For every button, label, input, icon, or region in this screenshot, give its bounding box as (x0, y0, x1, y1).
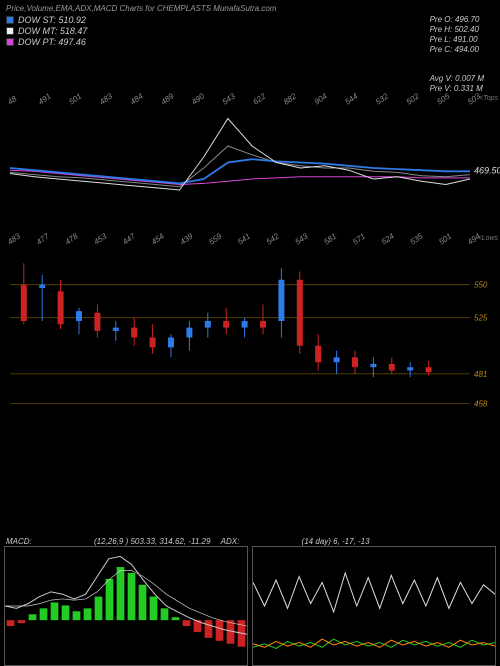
pre-c: Pre C: 494.00 (430, 45, 484, 54)
svg-text:882: 882 (282, 93, 299, 107)
lows-tag: <Lows (478, 235, 498, 242)
spacer (0, 428, 500, 533)
svg-text:447: 447 (121, 233, 138, 247)
svg-text:622: 622 (251, 93, 268, 107)
svg-text:525: 525 (474, 314, 488, 323)
svg-text:469.50: 469.50 (474, 166, 500, 176)
pre-o: Pre O: 496.70 (430, 15, 484, 24)
legend-pt-value: 497.46 (58, 37, 86, 47)
swatch-mt (6, 27, 14, 35)
pre-l: Pre L: 491.00 (430, 35, 484, 44)
svg-text:454: 454 (150, 233, 167, 247)
svg-text:532: 532 (374, 93, 391, 107)
swatch-st (6, 16, 14, 24)
svg-text:581: 581 (322, 233, 338, 247)
svg-text:491: 491 (37, 93, 53, 107)
candle-chart: 483 477 478 453 447 454 439 559 541 542 543 581 571 5… (0, 233, 500, 428)
legend-st-value: 510.92 (58, 15, 86, 25)
macd-panel (4, 546, 248, 666)
tops-tag: <Tops (479, 95, 498, 102)
svg-text:550: 550 (474, 281, 488, 290)
svg-text:502: 502 (405, 93, 422, 107)
svg-text:543: 543 (221, 93, 238, 107)
svg-text:453: 453 (92, 233, 109, 247)
legend-st: DOW ST: 510.92 (6, 15, 87, 25)
upper-price-chart: 48 491 501 483 484 489 490 543 622 882 904 544 532 50… (0, 93, 500, 233)
svg-text:501: 501 (67, 93, 83, 107)
legend-st-label: DOW ST: (18, 15, 56, 25)
swatch-pt (6, 38, 14, 46)
svg-text:501: 501 (437, 233, 453, 247)
svg-text:543: 543 (293, 233, 310, 247)
svg-text:458: 458 (474, 400, 488, 409)
svg-text:542: 542 (265, 233, 282, 247)
svg-text:535: 535 (408, 233, 425, 247)
svg-text:484: 484 (129, 93, 146, 107)
svg-text:477: 477 (35, 233, 52, 247)
svg-text:483: 483 (98, 93, 115, 107)
legend-mt: DOW MT: 518.47 (6, 26, 87, 36)
svg-text:559: 559 (207, 233, 224, 247)
svg-text:48: 48 (6, 94, 19, 107)
legend-pt-label: DOW PT: (18, 37, 56, 47)
svg-text:439: 439 (178, 233, 195, 247)
adx-panel (252, 546, 496, 666)
page-title: Price,Volume,EMA,ADX,MACD Charts for CHE… (0, 0, 500, 15)
svg-text:481: 481 (474, 370, 487, 379)
svg-text:505: 505 (435, 93, 452, 107)
svg-text:904: 904 (313, 93, 330, 107)
svg-text:571: 571 (351, 233, 367, 247)
pre-v: Pre V: 0.331 M (430, 84, 484, 93)
svg-text:490: 490 (190, 93, 207, 107)
svg-text:478: 478 (63, 233, 80, 247)
avg-v: Avg V: 0.007 M (430, 74, 484, 83)
svg-text:524: 524 (380, 233, 397, 247)
pre-h: Pre H: 502.40 (430, 25, 484, 34)
legend-mt-label: DOW MT: (18, 26, 57, 36)
svg-text:541: 541 (236, 233, 252, 247)
legend-pt: DOW PT: 497.46 (6, 37, 87, 47)
svg-text:489: 489 (159, 93, 176, 107)
legend-mt-value: 518.47 (60, 26, 88, 36)
macd-header: MACD: (12,26,9 ) 503.33, 314.62, -11.29 … (0, 533, 500, 546)
svg-text:544: 544 (343, 93, 360, 107)
svg-text:483: 483 (6, 233, 23, 247)
legend-row: DOW ST: 510.92 DOW MT: 518.47 DOW PT: 49… (0, 15, 500, 93)
